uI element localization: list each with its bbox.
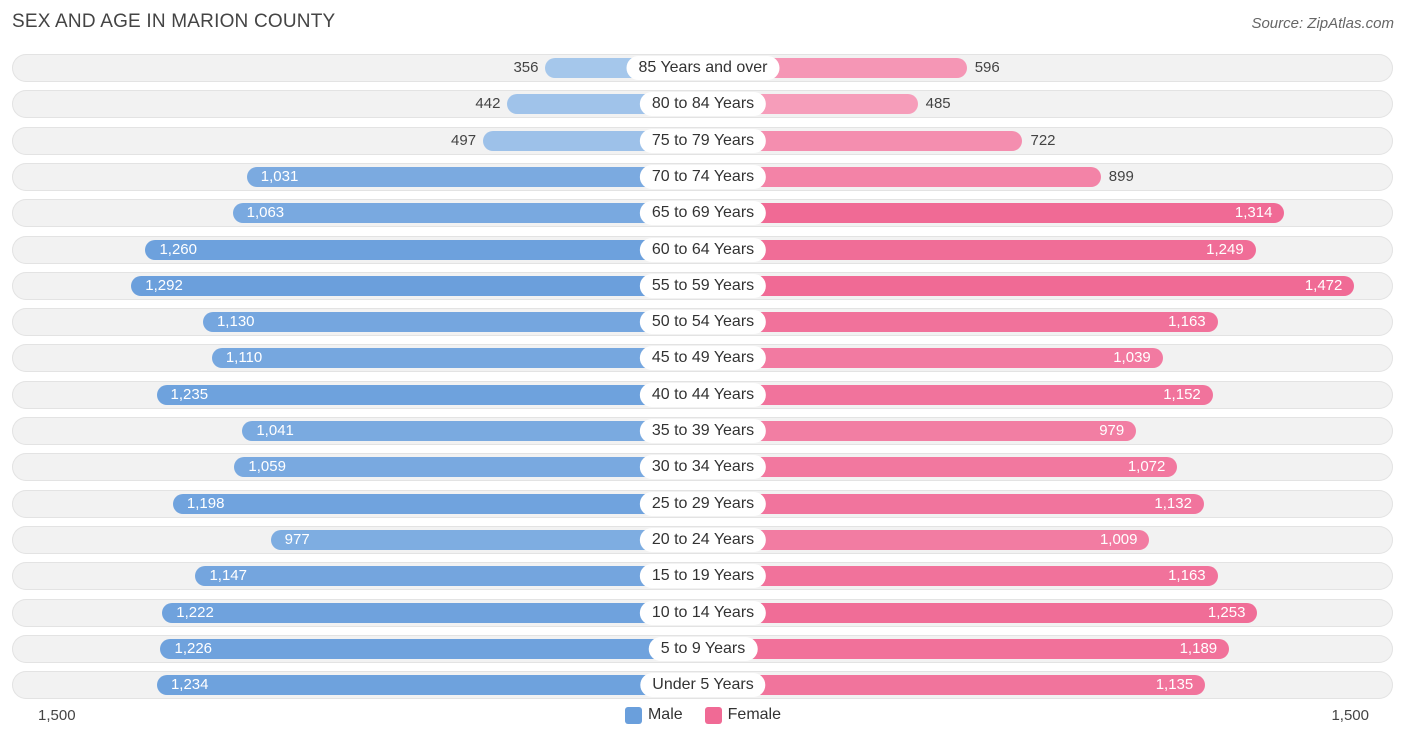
female-value-label: 1,009 [1099, 530, 1138, 548]
female-bar [703, 239, 1256, 260]
legend: Male Female [0, 706, 1406, 724]
female-bar [703, 566, 1218, 587]
category-label: 30 to 34 Years [639, 455, 767, 480]
category-label: 70 to 74 Years [639, 164, 767, 189]
category-label: 5 to 9 Years [648, 636, 758, 661]
female-bar [703, 675, 1206, 696]
male-bar [234, 457, 703, 478]
category-label: 80 to 84 Years [639, 92, 767, 117]
female-bar [703, 421, 1137, 441]
male-value-label: 1,041 [256, 422, 294, 439]
legend-item-male: Male [624, 706, 683, 724]
legend-label-female: Female [727, 706, 782, 723]
female-value-label: 1,039 [1113, 349, 1151, 367]
male-value-label: 1,147 [209, 567, 247, 585]
male-bar [242, 421, 703, 441]
axis-left-label: 1,500 [38, 707, 76, 724]
category-label: 60 to 64 Years [639, 237, 767, 262]
male-bar [202, 312, 703, 333]
male-value-label: 1,235 [170, 385, 209, 403]
female-bar [703, 348, 1163, 369]
male-value-label: 1,222 [176, 603, 214, 621]
male-value-label: 977 [284, 530, 310, 548]
male-bar [195, 566, 703, 587]
male-value-label: 1,226 [174, 639, 213, 657]
female-value-label: 1,163 [1168, 313, 1206, 331]
female-bar [703, 638, 1230, 659]
female-bar [703, 384, 1213, 405]
male-value-label: 1,292 [145, 276, 183, 294]
male-value-label: 1,234 [170, 676, 209, 694]
female-value-label: 596 [974, 59, 1000, 76]
category-label: 50 to 54 Years [639, 310, 767, 335]
female-bar [703, 602, 1258, 623]
female-value-label: 1,253 [1207, 603, 1246, 621]
category-label: Under 5 Years [640, 673, 766, 698]
category-label: 25 to 29 Years [639, 491, 767, 516]
male-bar [211, 348, 703, 369]
female-value-label: 1,189 [1179, 639, 1218, 657]
female-bar [703, 130, 1023, 151]
male-value-label: 1,031 [260, 167, 299, 185]
chart-title: SEX AND AGE IN MARION COUNTY [12, 11, 336, 32]
category-label: 40 to 44 Years [639, 382, 767, 407]
category-label: 10 to 14 Years [639, 600, 767, 625]
male-bar [246, 166, 703, 187]
female-bar [703, 493, 1204, 514]
male-bar [172, 493, 703, 514]
female-value-label: 1,132 [1154, 494, 1192, 512]
female-value-label: 899 [1108, 167, 1134, 185]
axis-right-label: 1,500 [1331, 707, 1369, 724]
female-value-label: 979 [1099, 422, 1125, 439]
category-label: 75 to 79 Years [639, 128, 767, 153]
male-value-label: 497 [451, 131, 477, 149]
female-bar [703, 203, 1285, 224]
female-value-label: 485 [925, 95, 951, 113]
category-label: 65 to 69 Years [639, 201, 767, 226]
male-value-label: 442 [475, 95, 501, 113]
female-value-label: 1,163 [1168, 567, 1206, 585]
female-bar [703, 312, 1218, 333]
category-label: 35 to 39 Years [639, 419, 767, 443]
male-bar [160, 638, 703, 659]
female-value-label: 1,072 [1127, 458, 1166, 476]
category-label: 85 Years and over [626, 56, 780, 80]
category-label: 55 to 59 Years [639, 273, 767, 298]
female-value-label: 1,314 [1234, 204, 1273, 222]
female-value-label: 1,472 [1304, 276, 1343, 294]
female-value-label: 1,152 [1163, 385, 1201, 403]
male-bar [156, 675, 703, 696]
category-label: 15 to 19 Years [639, 564, 767, 589]
legend-swatch-female [704, 706, 722, 724]
male-value-label: 356 [513, 59, 539, 76]
male-bar [145, 239, 703, 260]
male-value-label: 1,130 [216, 313, 255, 331]
male-value-label: 1,260 [159, 240, 197, 258]
female-value-label: 1,249 [1206, 240, 1244, 258]
female-bar [703, 275, 1355, 296]
male-bar [162, 602, 703, 623]
male-value-label: 1,110 [225, 349, 263, 367]
male-value-label: 1,063 [246, 204, 285, 222]
male-bar [232, 203, 703, 224]
category-label: 45 to 49 Years [639, 346, 767, 371]
female-bar [703, 166, 1101, 187]
male-bar [131, 275, 703, 296]
legend-item-female: Female [704, 706, 782, 724]
legend-label-male: Male [647, 706, 683, 723]
female-value-label: 722 [1030, 131, 1056, 149]
female-bar [703, 529, 1150, 550]
male-value-label: 1,059 [248, 458, 286, 476]
source-note: Source: ZipAtlas.com [1251, 15, 1394, 32]
category-label: 20 to 24 Years [639, 527, 767, 552]
female-bar [703, 457, 1178, 478]
male-bar [270, 529, 703, 550]
male-bar [156, 384, 703, 405]
female-value-label: 1,135 [1155, 676, 1194, 694]
legend-swatch-male [624, 706, 642, 724]
male-value-label: 1,198 [186, 494, 225, 512]
